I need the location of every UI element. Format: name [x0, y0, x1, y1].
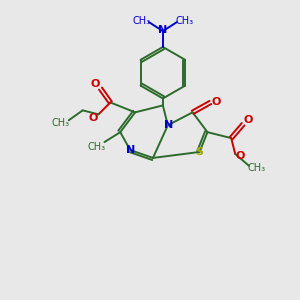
Text: O: O: [89, 113, 98, 123]
Text: O: O: [91, 79, 100, 88]
Text: O: O: [236, 151, 245, 161]
Text: N: N: [164, 120, 173, 130]
Text: CH₃: CH₃: [132, 16, 150, 26]
Text: O: O: [212, 98, 221, 107]
Text: CH₃: CH₃: [52, 118, 70, 128]
Text: N: N: [126, 145, 135, 155]
Text: CH₃: CH₃: [248, 163, 266, 173]
Text: CH₃: CH₃: [176, 16, 194, 26]
Text: O: O: [243, 115, 253, 125]
Text: N: N: [158, 25, 167, 35]
Text: S: S: [196, 147, 203, 157]
Text: CH₃: CH₃: [87, 142, 106, 152]
